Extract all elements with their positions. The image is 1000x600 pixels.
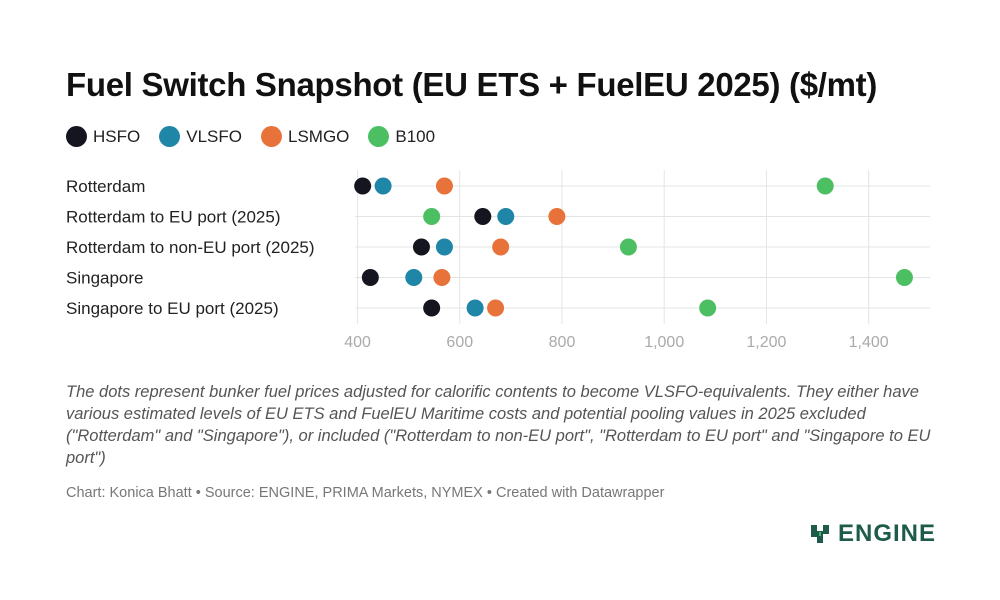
chart-notes: The dots represent bunker fuel prices ad…: [66, 383, 931, 467]
x-tick-label: 1,400: [849, 334, 889, 351]
chart-source: Chart: Konica Bhatt • Source: ENGINE, PR…: [66, 485, 665, 501]
legend-item-vlsfo: VLSFO: [159, 126, 242, 147]
dot-plot: Rotterdam Rotterdam to EU port (2025) Rott…: [66, 170, 930, 351]
dot-lsmgo: [433, 269, 451, 286]
legend: HSFO VLSFO LSMGO B100: [66, 126, 454, 147]
legend-item-b100: B100: [368, 126, 435, 147]
dot-lsmgo: [548, 208, 566, 225]
legend-dot-b100: [368, 126, 390, 147]
x-axis-ticks: 400 600 800 1,000 1,200 1,400: [344, 334, 889, 351]
legend-dot-hsfo: [66, 126, 87, 147]
legend-dot-lsmgo: [260, 126, 282, 147]
legend-item-hsfo: HSFO: [66, 126, 140, 147]
dot-hsfo: [354, 177, 372, 195]
x-tick-label: 400: [344, 334, 371, 351]
dot-b100: [619, 238, 637, 256]
legend-dot-vlsfo: [159, 126, 181, 147]
dot-vlsfo: [466, 299, 484, 317]
dot-b100: [816, 177, 834, 195]
engine-logo: ENGINE: [808, 520, 936, 548]
dot-b100: [699, 299, 717, 317]
category-label: Singapore: [66, 269, 144, 288]
x-tick-label: 600: [446, 334, 473, 351]
dot-lsmgo: [487, 299, 505, 317]
legend-item-lsmgo: LSMGO: [260, 126, 350, 147]
category-label: Rotterdam to non-EU port (2025): [66, 238, 315, 257]
category-label: Rotterdam: [66, 177, 145, 196]
dot-hsfo: [412, 238, 430, 256]
engine-logo-text: ENGINE: [838, 520, 937, 547]
legend-label-b100: B100: [395, 126, 436, 146]
dot-hsfo: [474, 208, 492, 225]
x-tick-label: 800: [549, 334, 576, 351]
dot-lsmgo: [435, 177, 453, 195]
dot-vlsfo: [435, 238, 453, 256]
dot-b100: [895, 269, 913, 286]
x-tick-label: 1,200: [746, 334, 786, 351]
category-label: Singapore to EU port (2025): [66, 299, 279, 318]
dot-b100: [423, 208, 441, 225]
category-labels: Rotterdam Rotterdam to EU port (2025) Rott…: [66, 177, 315, 318]
dots: [354, 177, 913, 317]
engine-logo-icon: [811, 525, 829, 543]
x-tick-label: 1,000: [644, 334, 684, 351]
chart-title: Fuel Switch Snapshot (EU ETS + FuelEU 20…: [66, 66, 878, 103]
legend-label-vlsfo: VLSFO: [186, 126, 242, 146]
dot-vlsfo: [497, 208, 515, 225]
legend-label-hsfo: HSFO: [93, 126, 141, 146]
category-label: Rotterdam to EU port (2025): [66, 208, 280, 227]
dot-lsmgo: [492, 238, 510, 256]
legend-label-lsmgo: LSMGO: [287, 126, 350, 146]
dot-vlsfo: [374, 177, 392, 195]
dot-vlsfo: [405, 269, 423, 286]
dot-hsfo: [423, 299, 441, 317]
dot-hsfo: [361, 269, 379, 286]
